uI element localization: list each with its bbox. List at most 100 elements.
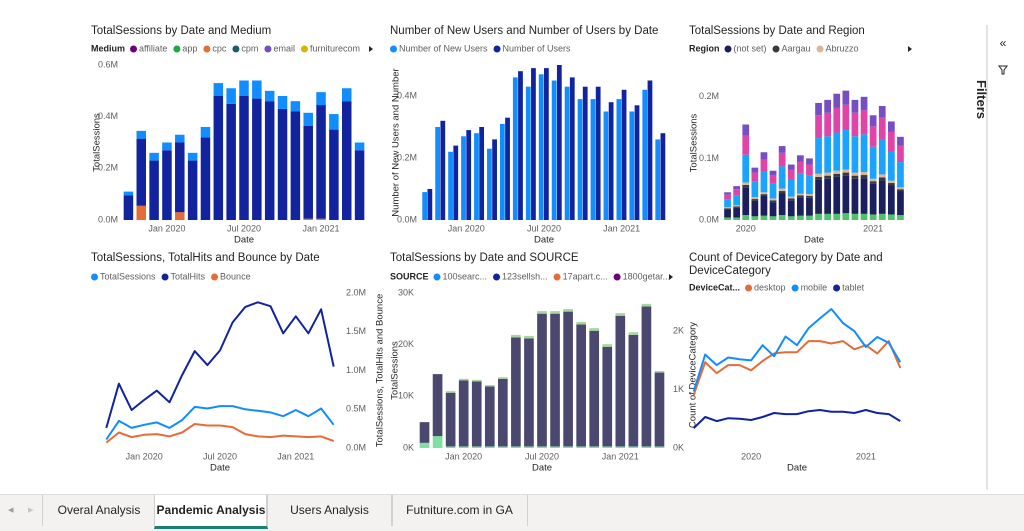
bar-segment	[303, 112, 313, 126]
bar-segment	[860, 134, 868, 172]
bar-segment	[778, 191, 786, 194]
bar-segment	[187, 152, 198, 161]
bar-segment	[175, 142, 185, 213]
bar-segment	[213, 83, 224, 96]
bar-segment	[887, 121, 895, 132]
bar	[518, 71, 523, 220]
bar	[616, 99, 622, 220]
x-tick-label: 2021	[856, 451, 876, 461]
bar-segment	[887, 214, 895, 220]
legend-marker	[493, 45, 501, 53]
x-tick-label: Jan 2021	[603, 223, 640, 233]
bar	[544, 68, 549, 220]
legend-marker	[203, 45, 211, 53]
bar-segment	[851, 99, 859, 113]
bar-segment	[897, 145, 904, 163]
bar-segment	[751, 167, 759, 173]
bar-segment	[760, 192, 768, 195]
bar-segment	[200, 137, 211, 220]
filters-label[interactable]: Filters	[974, 80, 989, 120]
bar	[582, 86, 588, 220]
bar-segment	[751, 181, 759, 198]
bar-segment	[742, 154, 750, 183]
legend-label: Number of New Users	[399, 43, 488, 53]
bar-segment	[751, 172, 759, 182]
bar-segment	[252, 80, 262, 99]
bar-segment	[806, 194, 813, 196]
bar-segment	[602, 346, 613, 447]
bar-segment	[550, 446, 560, 448]
tab-next[interactable]: ▸	[28, 504, 34, 516]
bar-segment	[162, 150, 172, 220]
bar-segment	[458, 380, 469, 447]
bar-segment	[419, 422, 430, 443]
x-tick-label: Jan 2020	[126, 451, 163, 461]
bar-segment	[869, 178, 877, 182]
y-tick-label: 0K	[403, 442, 414, 452]
x-tick-label: Jul 2020	[525, 451, 559, 461]
bar-segment	[897, 187, 904, 190]
bar-segment	[878, 106, 886, 118]
legend-label: cpc	[212, 43, 227, 53]
bar	[556, 65, 562, 220]
bar-segment	[432, 374, 443, 437]
bar-segment	[769, 198, 777, 201]
tab[interactable]: Futniture.com in GA	[391, 495, 528, 526]
y-axis-title: TotalSessions	[92, 113, 103, 172]
bar-segment	[641, 303, 652, 307]
bar-segment	[878, 117, 886, 140]
bar-segment	[264, 90, 275, 102]
bar-segment	[550, 313, 560, 447]
bar-segment	[869, 146, 877, 179]
bar-segment	[878, 213, 886, 220]
tab[interactable]: Users Analysis	[266, 495, 393, 526]
bar-segment	[842, 175, 850, 214]
bar-segment	[162, 142, 172, 151]
x-tick-label: Jul 2020	[203, 451, 237, 461]
bar-segment	[471, 446, 482, 448]
bar-segment	[724, 192, 731, 195]
bar-segment	[815, 173, 822, 177]
bar-segment	[760, 195, 768, 216]
y-tick-label: 1K	[673, 384, 684, 394]
chart-title: TotalSessions by Date and Region	[689, 25, 865, 37]
bar-segment	[354, 150, 365, 220]
x-tick-label: Jan 2021	[602, 451, 639, 461]
bar	[531, 68, 536, 220]
bar-segment	[751, 199, 759, 201]
bar-segment	[576, 446, 586, 448]
bar-segment	[524, 335, 534, 339]
bar	[512, 77, 518, 221]
bar-segment	[869, 181, 877, 184]
bar	[505, 117, 510, 220]
bar-segment	[742, 124, 750, 136]
bar	[629, 111, 635, 220]
bar-segment	[760, 194, 768, 196]
legend-label: 100searc...	[443, 271, 488, 281]
legend-label: app	[182, 43, 197, 53]
bar-segment	[796, 195, 804, 198]
line	[105, 405, 335, 441]
bar-segment	[787, 169, 795, 180]
bar-segment	[796, 173, 804, 194]
bar	[492, 139, 497, 220]
tab[interactable]: Pandemic Analysis	[154, 495, 268, 529]
bar-segment	[796, 215, 804, 220]
tab-prev[interactable]: ◂	[8, 504, 14, 516]
bar-segment	[787, 216, 795, 220]
bar-segment	[563, 311, 573, 447]
x-axis-title: Date	[534, 235, 554, 246]
collapse-icon[interactable]: «	[1000, 36, 1007, 50]
bar-segment	[778, 166, 786, 189]
bar-segment	[878, 139, 886, 175]
bar	[608, 102, 614, 220]
x-tick-label: Jan 2021	[303, 223, 340, 233]
line	[692, 340, 902, 396]
bar-segment	[769, 216, 777, 220]
y-tick-label: 0.0M	[98, 214, 118, 224]
legend-label: 1800getar...	[623, 271, 671, 281]
tab[interactable]: Overal Analysis	[42, 495, 156, 526]
bar-segment	[806, 197, 813, 216]
y-axis-title: TotalSessions	[689, 113, 700, 172]
